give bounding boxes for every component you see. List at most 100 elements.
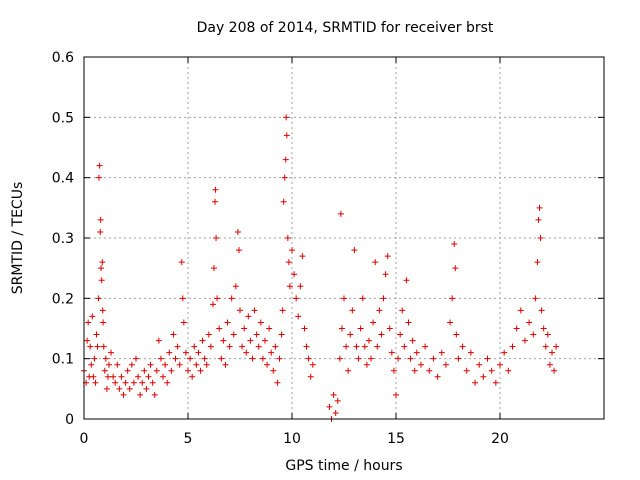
data-point	[538, 307, 545, 314]
data-point	[274, 379, 281, 386]
data-point	[95, 174, 102, 181]
data-point	[476, 361, 483, 368]
data-point	[268, 349, 275, 356]
data-point	[222, 361, 229, 368]
data-point	[284, 235, 291, 241]
data-point	[295, 313, 302, 320]
data-point	[201, 355, 208, 362]
data-point	[87, 343, 94, 350]
data-point	[94, 343, 101, 350]
data-point	[97, 228, 104, 235]
data-point	[480, 373, 487, 380]
data-point	[501, 349, 508, 356]
data-point	[112, 379, 119, 386]
y-tick-label: 0.2	[52, 291, 74, 307]
data-point	[279, 307, 286, 314]
data-point	[230, 331, 237, 338]
data-point	[359, 295, 366, 302]
data-point	[386, 325, 393, 332]
data-point	[380, 295, 387, 302]
data-point	[153, 367, 160, 374]
data-point	[281, 174, 288, 181]
data-point	[363, 361, 370, 368]
data-point	[453, 331, 460, 338]
data-point	[549, 349, 555, 356]
data-point	[330, 391, 337, 398]
data-point	[257, 319, 264, 326]
x-tick-label: 5	[184, 431, 193, 447]
data-point	[178, 259, 185, 266]
data-point	[542, 343, 549, 350]
data-point	[160, 373, 167, 380]
data-point	[286, 283, 293, 290]
data-point	[434, 373, 441, 380]
data-point	[90, 373, 97, 380]
data-point	[185, 367, 191, 374]
data-point	[449, 295, 456, 302]
data-point	[553, 343, 560, 350]
data-point	[98, 277, 105, 284]
data-point	[401, 343, 408, 350]
data-point	[492, 379, 499, 386]
data-point	[170, 331, 177, 338]
data-point	[451, 241, 458, 248]
data-point	[488, 367, 495, 374]
data-point	[164, 379, 171, 386]
data-point	[103, 385, 110, 392]
data-point	[88, 361, 95, 368]
data-point	[141, 367, 148, 374]
data-point	[139, 379, 146, 386]
data-point	[297, 283, 304, 290]
data-point	[307, 373, 314, 380]
data-point	[245, 313, 252, 320]
data-points	[81, 114, 560, 422]
data-point	[255, 343, 262, 350]
data-point	[309, 361, 316, 368]
data-point	[249, 355, 256, 362]
x-tick-label: 0	[80, 431, 89, 447]
data-point	[472, 379, 479, 386]
data-point	[151, 391, 158, 398]
data-point	[326, 403, 333, 410]
data-point	[205, 331, 212, 338]
data-point	[98, 265, 105, 272]
data-point	[209, 301, 216, 308]
data-point	[384, 253, 391, 260]
data-point	[484, 355, 491, 362]
x-tick-label: 15	[387, 431, 405, 447]
data-point	[235, 247, 242, 254]
data-point	[120, 391, 127, 398]
data-point	[266, 325, 273, 332]
data-point	[130, 379, 137, 386]
data-point	[455, 355, 462, 362]
data-point	[534, 259, 541, 266]
data-point	[162, 361, 169, 368]
data-point	[126, 385, 133, 392]
data-point	[239, 343, 246, 350]
data-point	[232, 283, 239, 290]
data-point	[280, 198, 287, 205]
data-point	[293, 295, 300, 302]
data-point	[116, 385, 123, 392]
data-point	[336, 355, 343, 362]
data-point	[426, 367, 433, 374]
data-point	[368, 355, 375, 362]
data-point	[337, 210, 344, 217]
data-point	[438, 349, 445, 356]
data-point	[189, 373, 196, 380]
data-point	[195, 349, 202, 356]
data-point	[338, 325, 345, 332]
data-point	[264, 361, 271, 368]
data-point	[179, 295, 186, 302]
data-point	[505, 367, 512, 374]
data-point	[536, 204, 543, 211]
data-point	[513, 325, 520, 332]
data-point	[422, 343, 429, 350]
data-point	[413, 349, 420, 356]
data-point	[91, 355, 98, 362]
data-point	[122, 379, 129, 386]
data-point	[361, 343, 368, 350]
data-point	[388, 349, 395, 356]
data-point	[407, 355, 414, 362]
data-point	[343, 343, 350, 350]
